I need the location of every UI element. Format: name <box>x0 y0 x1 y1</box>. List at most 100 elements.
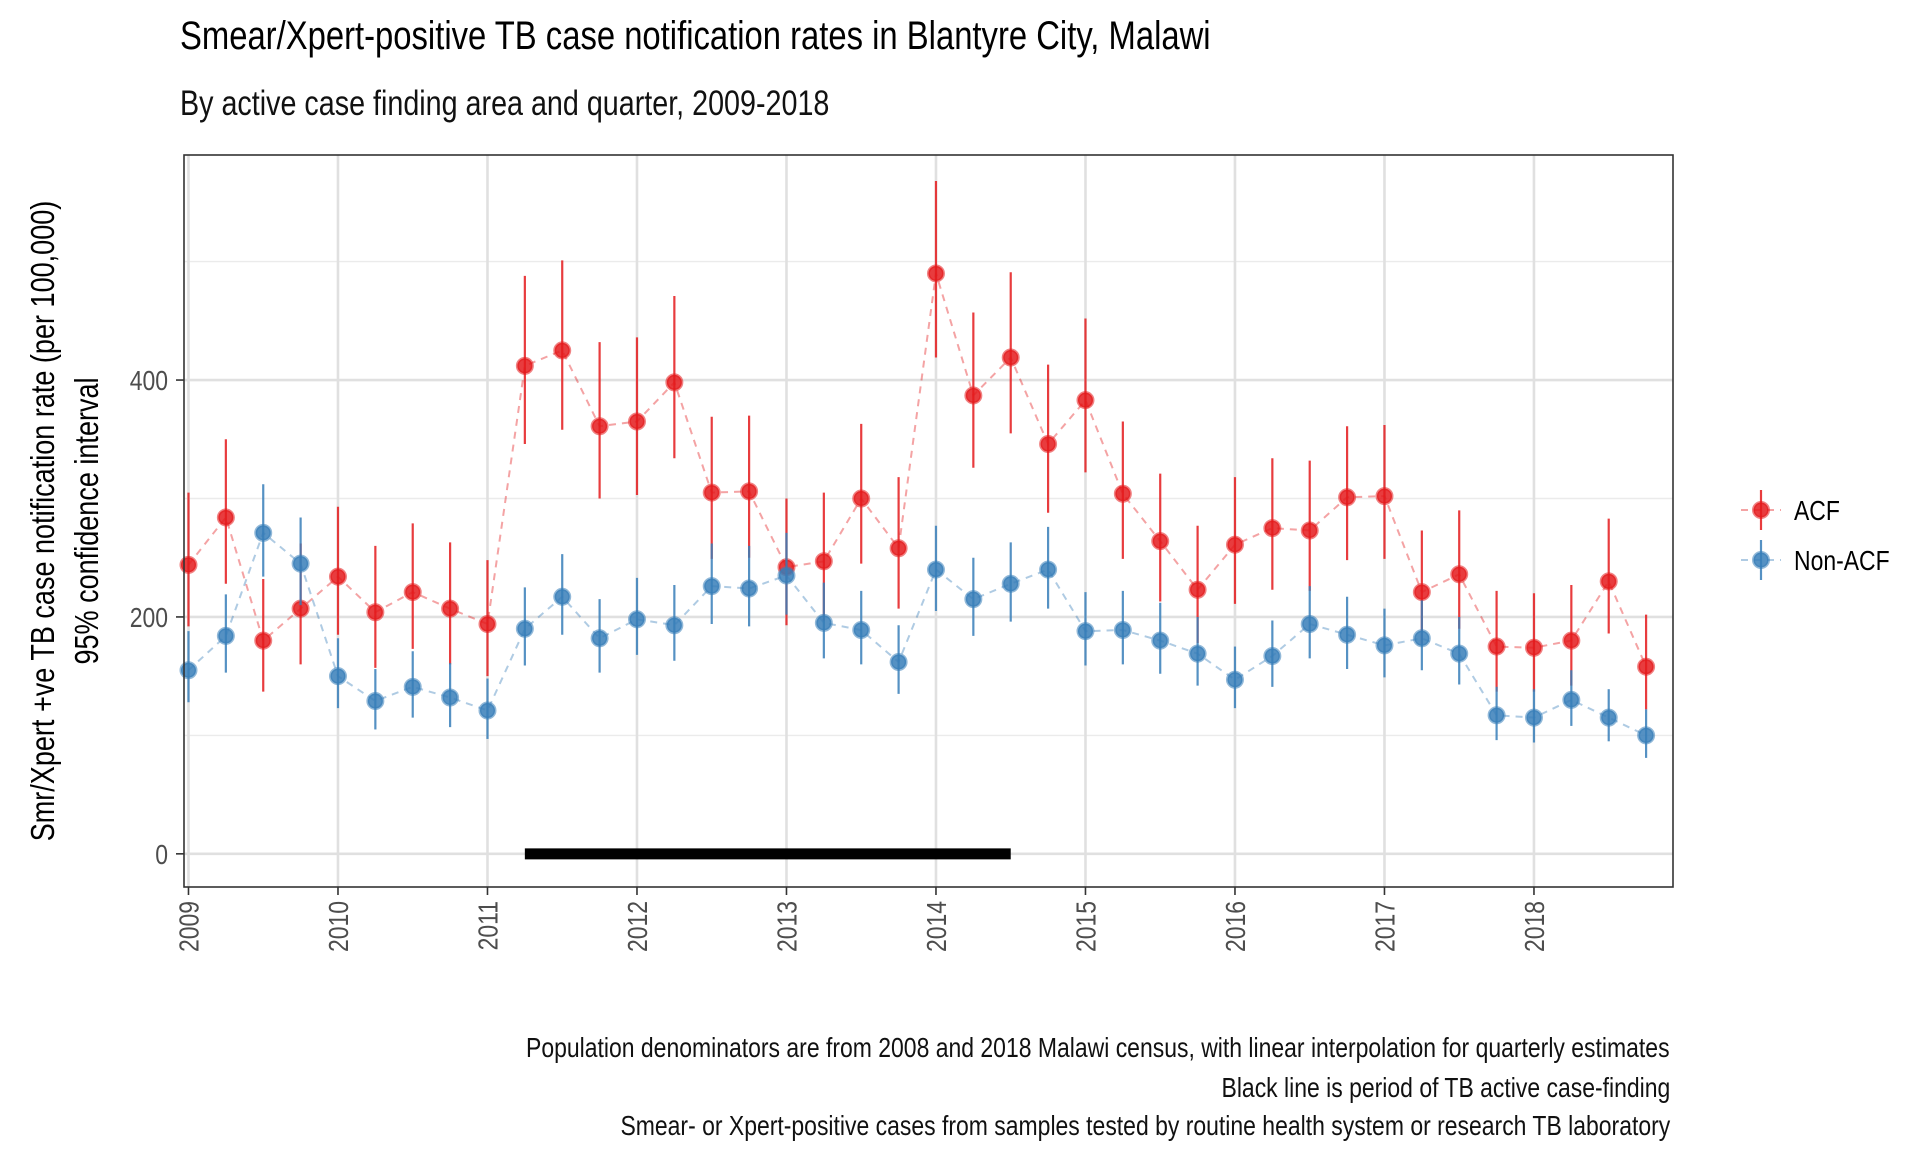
point-non-acf <box>328 667 347 686</box>
point-acf <box>1039 435 1058 454</box>
point-acf <box>1524 638 1543 657</box>
point-acf <box>1562 631 1581 650</box>
point-acf <box>889 539 908 558</box>
point-acf <box>702 483 721 502</box>
point-acf <box>1076 391 1095 410</box>
point-acf <box>1263 519 1282 538</box>
x-tick-label: 2012 <box>623 901 654 952</box>
point-acf <box>627 412 646 431</box>
point-non-acf <box>254 523 273 542</box>
x-tick-label: 2013 <box>772 901 803 952</box>
chart-title: Smear/Xpert-positive TB case notificatio… <box>180 14 1211 58</box>
point-acf <box>1225 535 1244 554</box>
point-non-acf <box>441 688 460 707</box>
series-non-acf <box>179 484 1656 758</box>
plot-border <box>183 154 1674 888</box>
point-non-acf <box>590 629 609 648</box>
point-acf <box>1300 521 1319 540</box>
point-acf <box>1599 572 1618 591</box>
point-non-acf <box>740 579 759 598</box>
point-acf <box>1113 484 1132 503</box>
point-acf <box>1338 488 1357 507</box>
point-non-acf <box>702 577 721 596</box>
series <box>179 181 1656 758</box>
point-non-acf <box>777 566 796 585</box>
legend-label-non-acf: Non-ACF <box>1794 546 1890 577</box>
legend-marker-acf <box>1752 501 1770 519</box>
point-acf <box>740 482 759 501</box>
point-acf <box>1637 657 1656 676</box>
point-acf <box>441 599 460 618</box>
point-acf <box>366 603 385 622</box>
point-non-acf <box>1263 647 1282 666</box>
legend: ACF Non-ACF <box>1741 490 1890 580</box>
point-acf <box>328 567 347 586</box>
legend-marker-non-acf <box>1752 551 1770 569</box>
point-non-acf <box>1412 629 1431 648</box>
x-tick-label: 2016 <box>1221 901 1252 952</box>
series-line-acf <box>187 273 1648 668</box>
grid <box>184 155 1673 887</box>
point-acf <box>1487 637 1506 656</box>
point-acf <box>1450 565 1469 584</box>
point-acf <box>1151 532 1170 551</box>
x-tick-label: 2018 <box>1520 901 1551 952</box>
point-non-acf <box>1599 708 1618 727</box>
point-non-acf <box>1524 708 1543 727</box>
y-tick-label: 200 <box>130 603 168 634</box>
chart-subtitle: By active case finding area and quarter,… <box>180 84 830 123</box>
caption-line-3: Smear- or Xpert-positive cases from samp… <box>620 1110 1670 1141</box>
point-non-acf <box>515 619 534 638</box>
point-non-acf <box>1001 574 1020 593</box>
point-non-acf <box>1450 644 1469 663</box>
point-acf <box>590 417 609 436</box>
x-tick-label: 2017 <box>1370 901 1401 952</box>
point-non-acf <box>1113 620 1132 639</box>
x-tick-label: 2009 <box>174 901 205 952</box>
point-non-acf <box>216 626 235 645</box>
point-non-acf <box>1300 615 1319 634</box>
point-non-acf <box>1637 726 1656 745</box>
point-non-acf <box>1225 670 1244 689</box>
point-acf <box>814 552 833 571</box>
point-non-acf <box>627 610 646 629</box>
point-non-acf <box>1487 706 1506 725</box>
point-non-acf <box>403 677 422 696</box>
point-acf <box>254 631 273 650</box>
point-non-acf <box>1562 690 1581 709</box>
caption-line-1: Population denominators are from 2008 an… <box>526 1032 1670 1063</box>
point-non-acf <box>852 620 871 639</box>
point-acf <box>665 373 684 392</box>
point-acf <box>964 386 983 405</box>
x-tick-label: 2011 <box>473 901 504 950</box>
point-acf <box>1375 487 1394 506</box>
point-non-acf <box>889 652 908 671</box>
x-tick-label: 2015 <box>1071 901 1102 952</box>
point-acf <box>515 356 534 375</box>
point-non-acf <box>291 554 310 573</box>
y-tick-label: 400 <box>130 366 168 397</box>
point-acf <box>403 583 422 602</box>
point-acf <box>553 341 572 360</box>
point-non-acf <box>1375 636 1394 655</box>
point-non-acf <box>553 587 572 606</box>
point-non-acf <box>964 590 983 609</box>
point-acf <box>216 508 235 527</box>
x-tick-label: 2010 <box>324 901 355 952</box>
series-line-non-acf <box>187 531 1647 737</box>
point-acf <box>926 264 945 283</box>
point-non-acf <box>1076 622 1095 641</box>
point-non-acf <box>1151 631 1170 650</box>
point-non-acf <box>478 701 497 720</box>
point-non-acf <box>814 613 833 632</box>
point-non-acf <box>665 616 684 635</box>
caption-line-2: Black line is period of TB active case-f… <box>1221 1072 1670 1103</box>
series-acf <box>179 181 1656 710</box>
y-axis-label-2: 95% confidence interval <box>70 377 106 664</box>
y-tick-label: 0 <box>155 840 168 871</box>
point-non-acf <box>1039 560 1058 579</box>
axes: 0 200 400 2009 2010 2011 2012 2013 2014 2015 2016 2… <box>130 366 1551 952</box>
point-acf <box>478 615 497 634</box>
point-non-acf <box>366 692 385 711</box>
